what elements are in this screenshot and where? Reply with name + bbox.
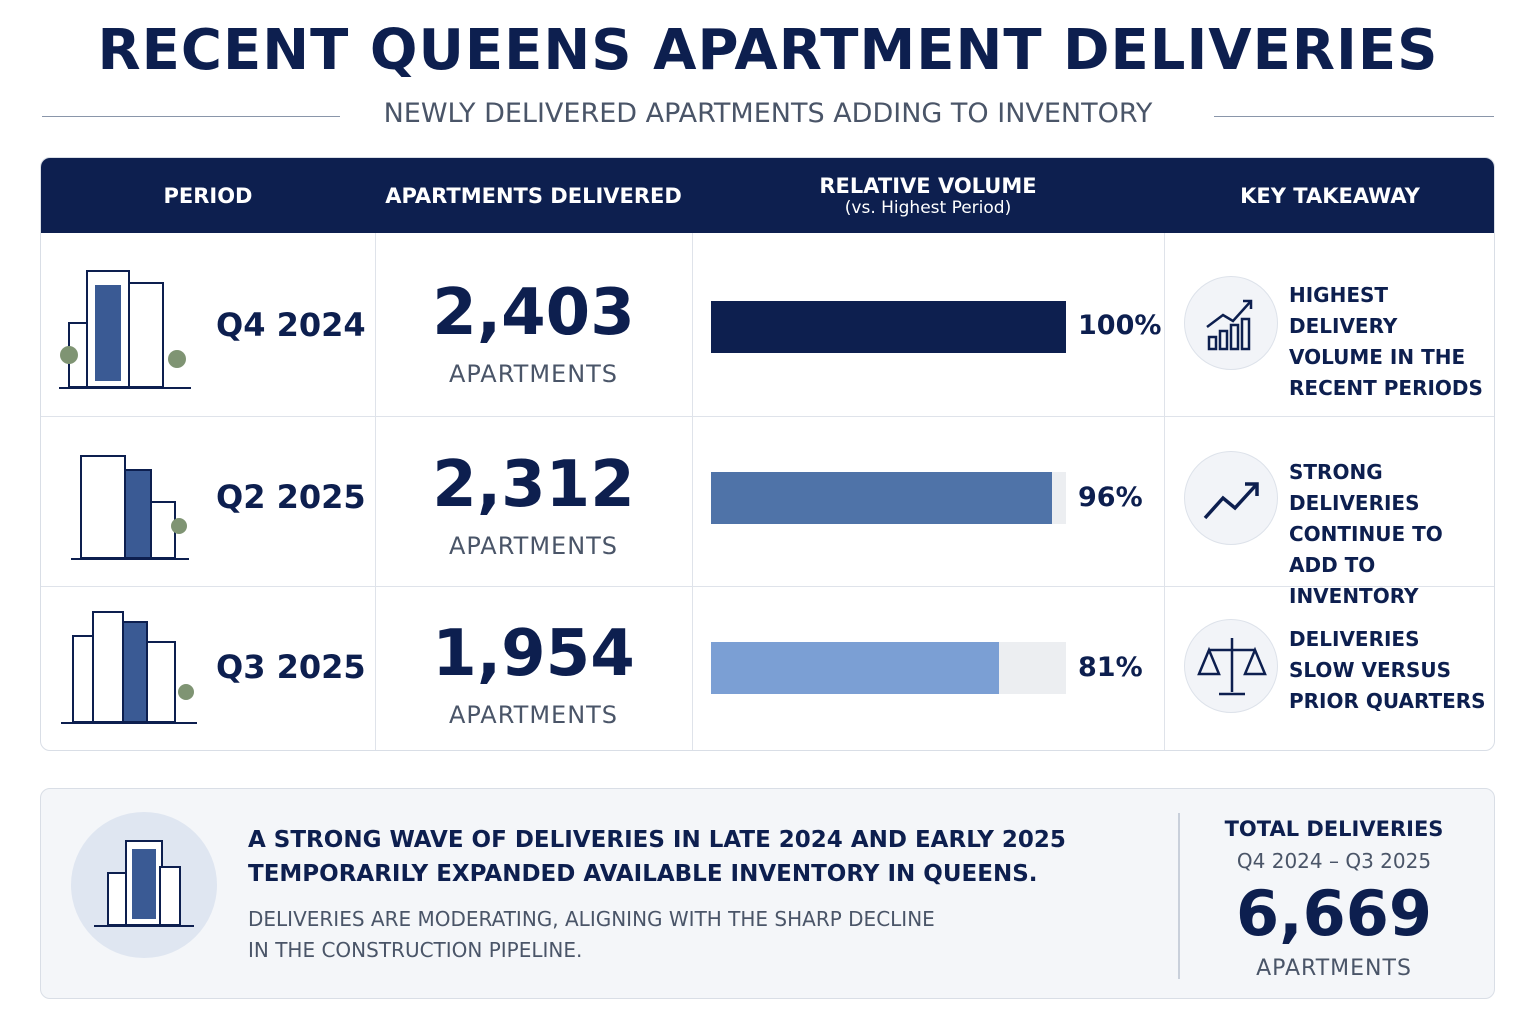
building-icon <box>71 455 189 560</box>
percent: 96% <box>1078 482 1143 513</box>
takeaway: DELIVERIES SLOW VERSUS PRIOR QUARTERS <box>1289 627 1486 713</box>
period: Q2 2025 <box>216 478 366 516</box>
bar <box>711 472 1052 524</box>
column-label: KEY TAKEAWAY <box>1240 183 1420 208</box>
divider <box>41 416 1494 417</box>
bar-track <box>711 472 1066 524</box>
unit: APARTMENTS <box>448 360 619 388</box>
bar <box>711 301 1066 353</box>
total-value: 6,669 <box>1235 877 1433 950</box>
apartments: 2,403 <box>432 276 635 350</box>
takeaway: STRONG DELIVERIES CONTINUE TO ADD TO INV… <box>1289 460 1443 608</box>
subtitle: NEWLY DELIVERED APARTMENTS ADDING TO INV… <box>383 98 1153 129</box>
total-label: TOTAL DELIVERIES <box>1224 817 1444 841</box>
divider <box>375 233 376 750</box>
divider <box>1178 813 1180 979</box>
column-header: PERIOD <box>41 158 375 233</box>
column-label: APARTMENTS DELIVERED <box>385 183 682 208</box>
table: PERIOD APARTMENTS DELIVERED RELATIVE VOL… <box>40 157 1495 751</box>
divider <box>1164 233 1165 750</box>
rule <box>42 116 340 117</box>
divider <box>692 233 693 750</box>
unit: APARTMENTS <box>448 701 619 729</box>
total-unit: APARTMENTS <box>1256 956 1412 981</box>
takeaway: HIGHEST DELIVERY VOLUME IN THE RECENT PE… <box>1289 283 1483 400</box>
percent: 81% <box>1078 652 1143 683</box>
summary: A STRONG WAVE OF DELIVERIES IN LATE 2024… <box>40 788 1495 999</box>
summary-body: DELIVERIES ARE MODERATING, ALIGNING WITH… <box>248 907 935 962</box>
building-icon <box>59 270 191 389</box>
column-label: PERIOD <box>163 183 253 208</box>
takeaway-icon <box>1184 451 1278 545</box>
apartments: 1,954 <box>432 617 635 691</box>
summary-icon <box>71 812 217 958</box>
summary-headline: A STRONG WAVE OF DELIVERIES IN LATE 2024… <box>248 827 1066 887</box>
total-range: Q4 2024 – Q3 2025 <box>1236 849 1432 873</box>
period: Q4 2024 <box>216 306 366 344</box>
column-label: RELATIVE VOLUME <box>819 173 1037 198</box>
bar <box>711 642 999 694</box>
takeaway-icon <box>1184 276 1278 370</box>
title: RECENT QUEENS APARTMENT DELIVERIES <box>97 18 1439 83</box>
period: Q3 2025 <box>216 648 366 686</box>
column-header: RELATIVE VOLUME (vs. Highest Period) <box>692 158 1164 233</box>
apartments: 2,312 <box>432 448 635 522</box>
column-header: APARTMENTS DELIVERED <box>375 158 692 233</box>
column-header: KEY TAKEAWAY <box>1164 158 1494 233</box>
percent: 100% <box>1078 310 1162 341</box>
bar-track <box>711 301 1066 353</box>
divider <box>41 586 1494 587</box>
column-note: (vs. Highest Period) <box>844 197 1012 218</box>
takeaway-icon <box>1184 619 1278 713</box>
building-icon <box>61 611 197 724</box>
table-header: PERIOD APARTMENTS DELIVERED RELATIVE VOL… <box>41 158 1494 233</box>
rule <box>1214 116 1494 117</box>
bar-track <box>711 642 1066 694</box>
unit: APARTMENTS <box>448 532 619 560</box>
